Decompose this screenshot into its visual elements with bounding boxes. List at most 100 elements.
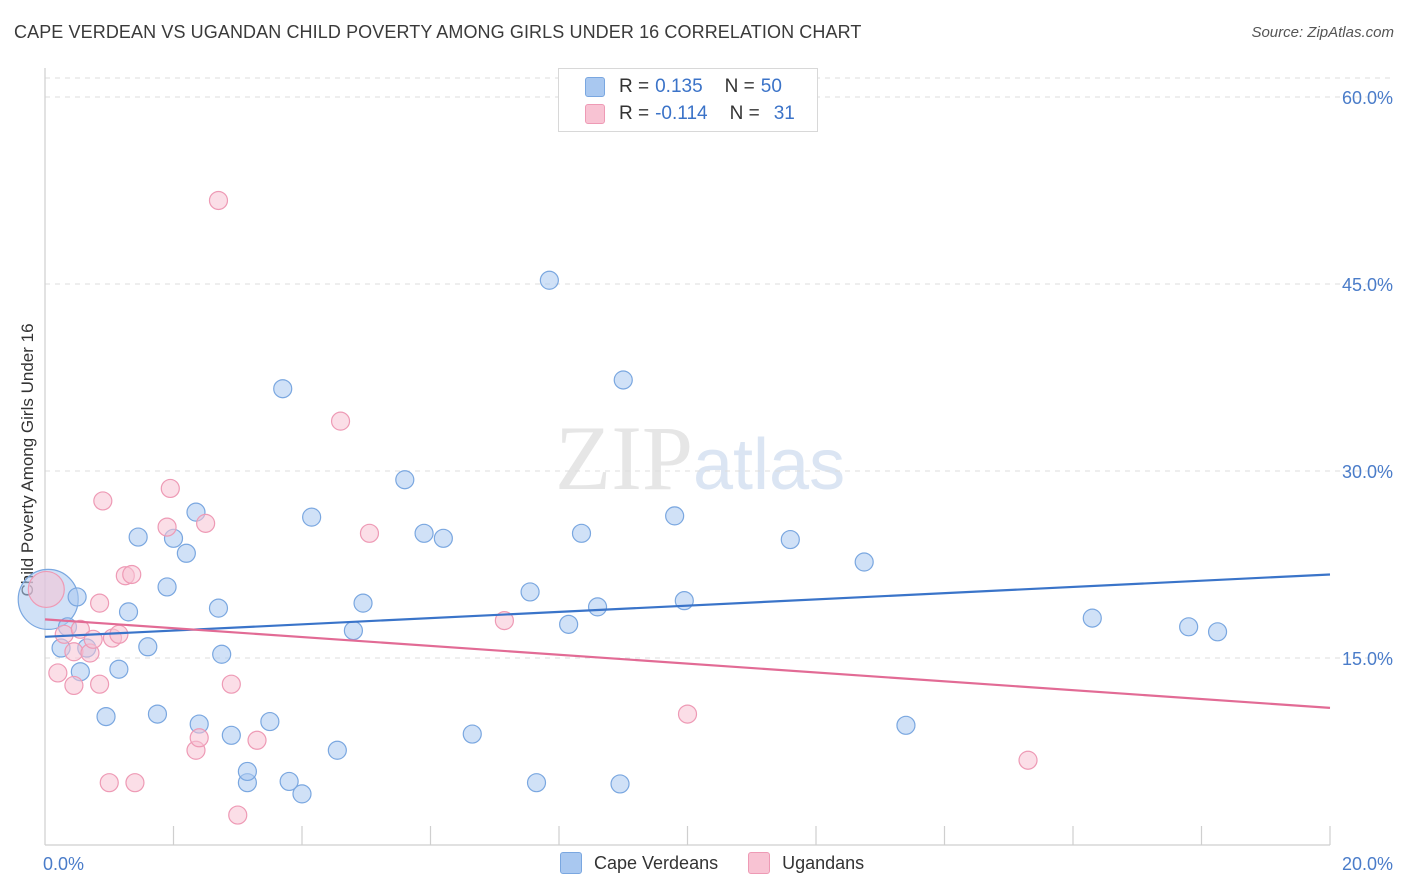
cape-verdean-point [587, 597, 608, 617]
ugandan-point [189, 728, 209, 748]
legend-row-cape-verdeans: R = 0.135 N = 50 [585, 75, 782, 99]
cape-verdean-point [462, 724, 482, 744]
ugandan-point [122, 564, 142, 585]
legend-swatch-ugandans [585, 104, 605, 124]
cape-verdean-point [559, 614, 579, 634]
cape-verdean-point [302, 507, 322, 527]
ugandan-point [64, 642, 84, 662]
cape-verdean-point [526, 773, 547, 793]
legend-n-value: 31 [773, 103, 795, 124]
cape-verdean-point [343, 620, 363, 641]
cape-verdean-point [237, 761, 257, 782]
cape-verdean-point [854, 552, 874, 572]
ugandan-point [221, 674, 241, 694]
correlation-legend: R = 0.135 N = 50 R = -0.114 N = 31 [558, 68, 818, 132]
cape-verdean-point [208, 598, 229, 618]
series-label-ugandans: Ugandans [782, 852, 865, 873]
ugandan-point [27, 570, 65, 609]
cape-verdean-point [539, 270, 559, 290]
cape-verdean-point [147, 704, 168, 724]
x-tick-label: 0.0% [43, 854, 84, 874]
watermark-atlas: atlas [693, 425, 846, 505]
legend-r-value: -0.114 [655, 103, 708, 124]
y-tick-label: 45.0% [1342, 275, 1393, 295]
legend-r-label: R = [619, 103, 650, 124]
ugandan-point [125, 773, 145, 793]
cape-verdean-point [1207, 622, 1228, 642]
cape-verdean-point [1179, 617, 1199, 637]
ugandan-point [494, 610, 514, 631]
cape-verdean-point [157, 577, 177, 597]
legend-n-value: 50 [760, 76, 782, 97]
cape-verdean-point [571, 523, 592, 543]
ugandan-point [677, 704, 698, 724]
chart-title: CAPE VERDEAN VS UGANDAN CHILD POVERTY AM… [14, 22, 862, 42]
ugandan-point [208, 190, 229, 211]
cape-verdean-point [176, 543, 196, 563]
ugandan-point [90, 593, 110, 613]
ugandan-point [1018, 750, 1038, 770]
ugandan-point [160, 478, 180, 499]
cape-verdean-point [109, 659, 129, 679]
ugandan-point [48, 663, 68, 683]
ugandan-point [54, 624, 74, 644]
ugandan-point [157, 517, 177, 537]
cape-verdean-point [96, 706, 116, 727]
y-axis-label: Child Poverty Among Girls Under 16 [18, 323, 37, 596]
y-tick-label: 15.0% [1342, 649, 1393, 669]
cape-verdean-point [414, 523, 434, 543]
legend-n-label: N = [729, 103, 760, 124]
cape-verdean-point [273, 379, 293, 399]
cape-verdean-point [433, 528, 453, 548]
cape-verdean-point [520, 582, 540, 602]
legend-r-label: R = [619, 76, 650, 97]
cape-verdean-point [610, 774, 630, 794]
y-tick-label: 60.0% [1342, 88, 1393, 108]
cape-verdean-point [395, 470, 415, 490]
watermark: ZIPatlas [555, 405, 845, 511]
ugandan-point [99, 773, 119, 793]
ugandan-point [83, 629, 103, 649]
cape-verdean-point [665, 506, 685, 526]
cape-verdean-point [292, 784, 312, 804]
cape-verdean-point [221, 725, 241, 745]
ugandan-point [93, 491, 113, 511]
series-swatch-cape-verdeans [560, 852, 582, 874]
cape-verdean-trend-line [44, 573, 1331, 638]
cape-verdean-point [613, 370, 633, 390]
legend-swatch-cape-verdeans [585, 77, 605, 97]
cape-verdean-point [260, 711, 280, 732]
cape-verdean-point [327, 740, 347, 760]
legend-row-ugandans: R = -0.114 N = 31 [585, 102, 795, 126]
cape-verdean-point [780, 529, 800, 550]
x-tick-label: 20.0% [1342, 854, 1393, 874]
watermark-zip: ZIP [555, 407, 693, 509]
cape-verdean-point [212, 644, 232, 664]
legend-n-label: N = [724, 76, 755, 97]
y-tick-label: 30.0% [1342, 462, 1393, 482]
series-label-cape-verdeans: Cape Verdeans [594, 852, 719, 873]
series-legend: Cape Verdeans Ugandans [560, 852, 894, 874]
cape-verdean-point [896, 715, 916, 735]
cape-verdean-point [118, 602, 139, 622]
cape-verdean-point [67, 587, 87, 607]
ugandan-point [247, 730, 267, 750]
ugandan-point [330, 411, 351, 431]
source-label: Source: ZipAtlas.com [1251, 24, 1394, 41]
ugandan-point [90, 674, 110, 694]
ugandan-point [196, 513, 216, 533]
legend-r-value: 0.135 [655, 76, 703, 97]
series-legend-cape-verdeans[interactable]: Cape Verdeans [560, 852, 718, 874]
ugandan-trend-line [44, 618, 1331, 709]
cape-verdean-point [1082, 608, 1102, 628]
cape-verdean-point [128, 527, 148, 547]
ugandan-point [359, 523, 380, 543]
ugandan-point [64, 675, 84, 696]
cape-verdean-point [353, 593, 373, 613]
series-legend-ugandans[interactable]: Ugandans [748, 852, 864, 874]
cape-verdean-point [279, 771, 299, 792]
series-swatch-ugandans [748, 852, 771, 874]
cape-verdean-point [138, 637, 158, 657]
ugandan-point [228, 805, 248, 825]
